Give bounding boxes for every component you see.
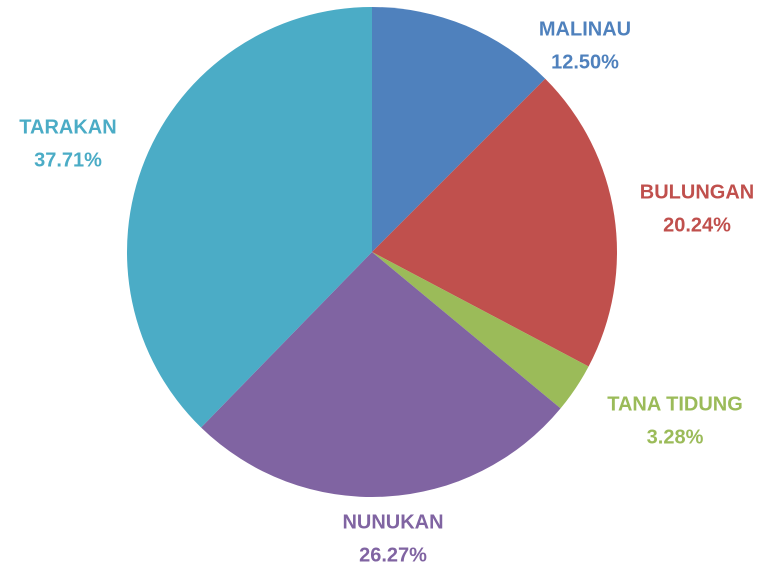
slice-value-label: 37.71% (34, 149, 102, 171)
slice-value-label: 20.24% (663, 214, 731, 236)
slice-label: TARAKAN (19, 116, 116, 138)
slice-label: NUNUKAN (342, 511, 443, 533)
pie-slice (127, 7, 372, 428)
slice-value-label: 26.27% (359, 544, 427, 566)
pie-slice (201, 252, 561, 498)
slice-label: BULUNGAN (640, 181, 754, 203)
pie-slice (372, 252, 589, 409)
slice-label: TANA TIDUNG (607, 393, 743, 415)
pie-slice (372, 7, 546, 252)
slice-label: MALINAU (539, 18, 631, 40)
slice-value-label: 3.28% (647, 426, 704, 448)
pie-slice (372, 78, 617, 367)
slice-value-label: 12.50% (551, 51, 619, 73)
